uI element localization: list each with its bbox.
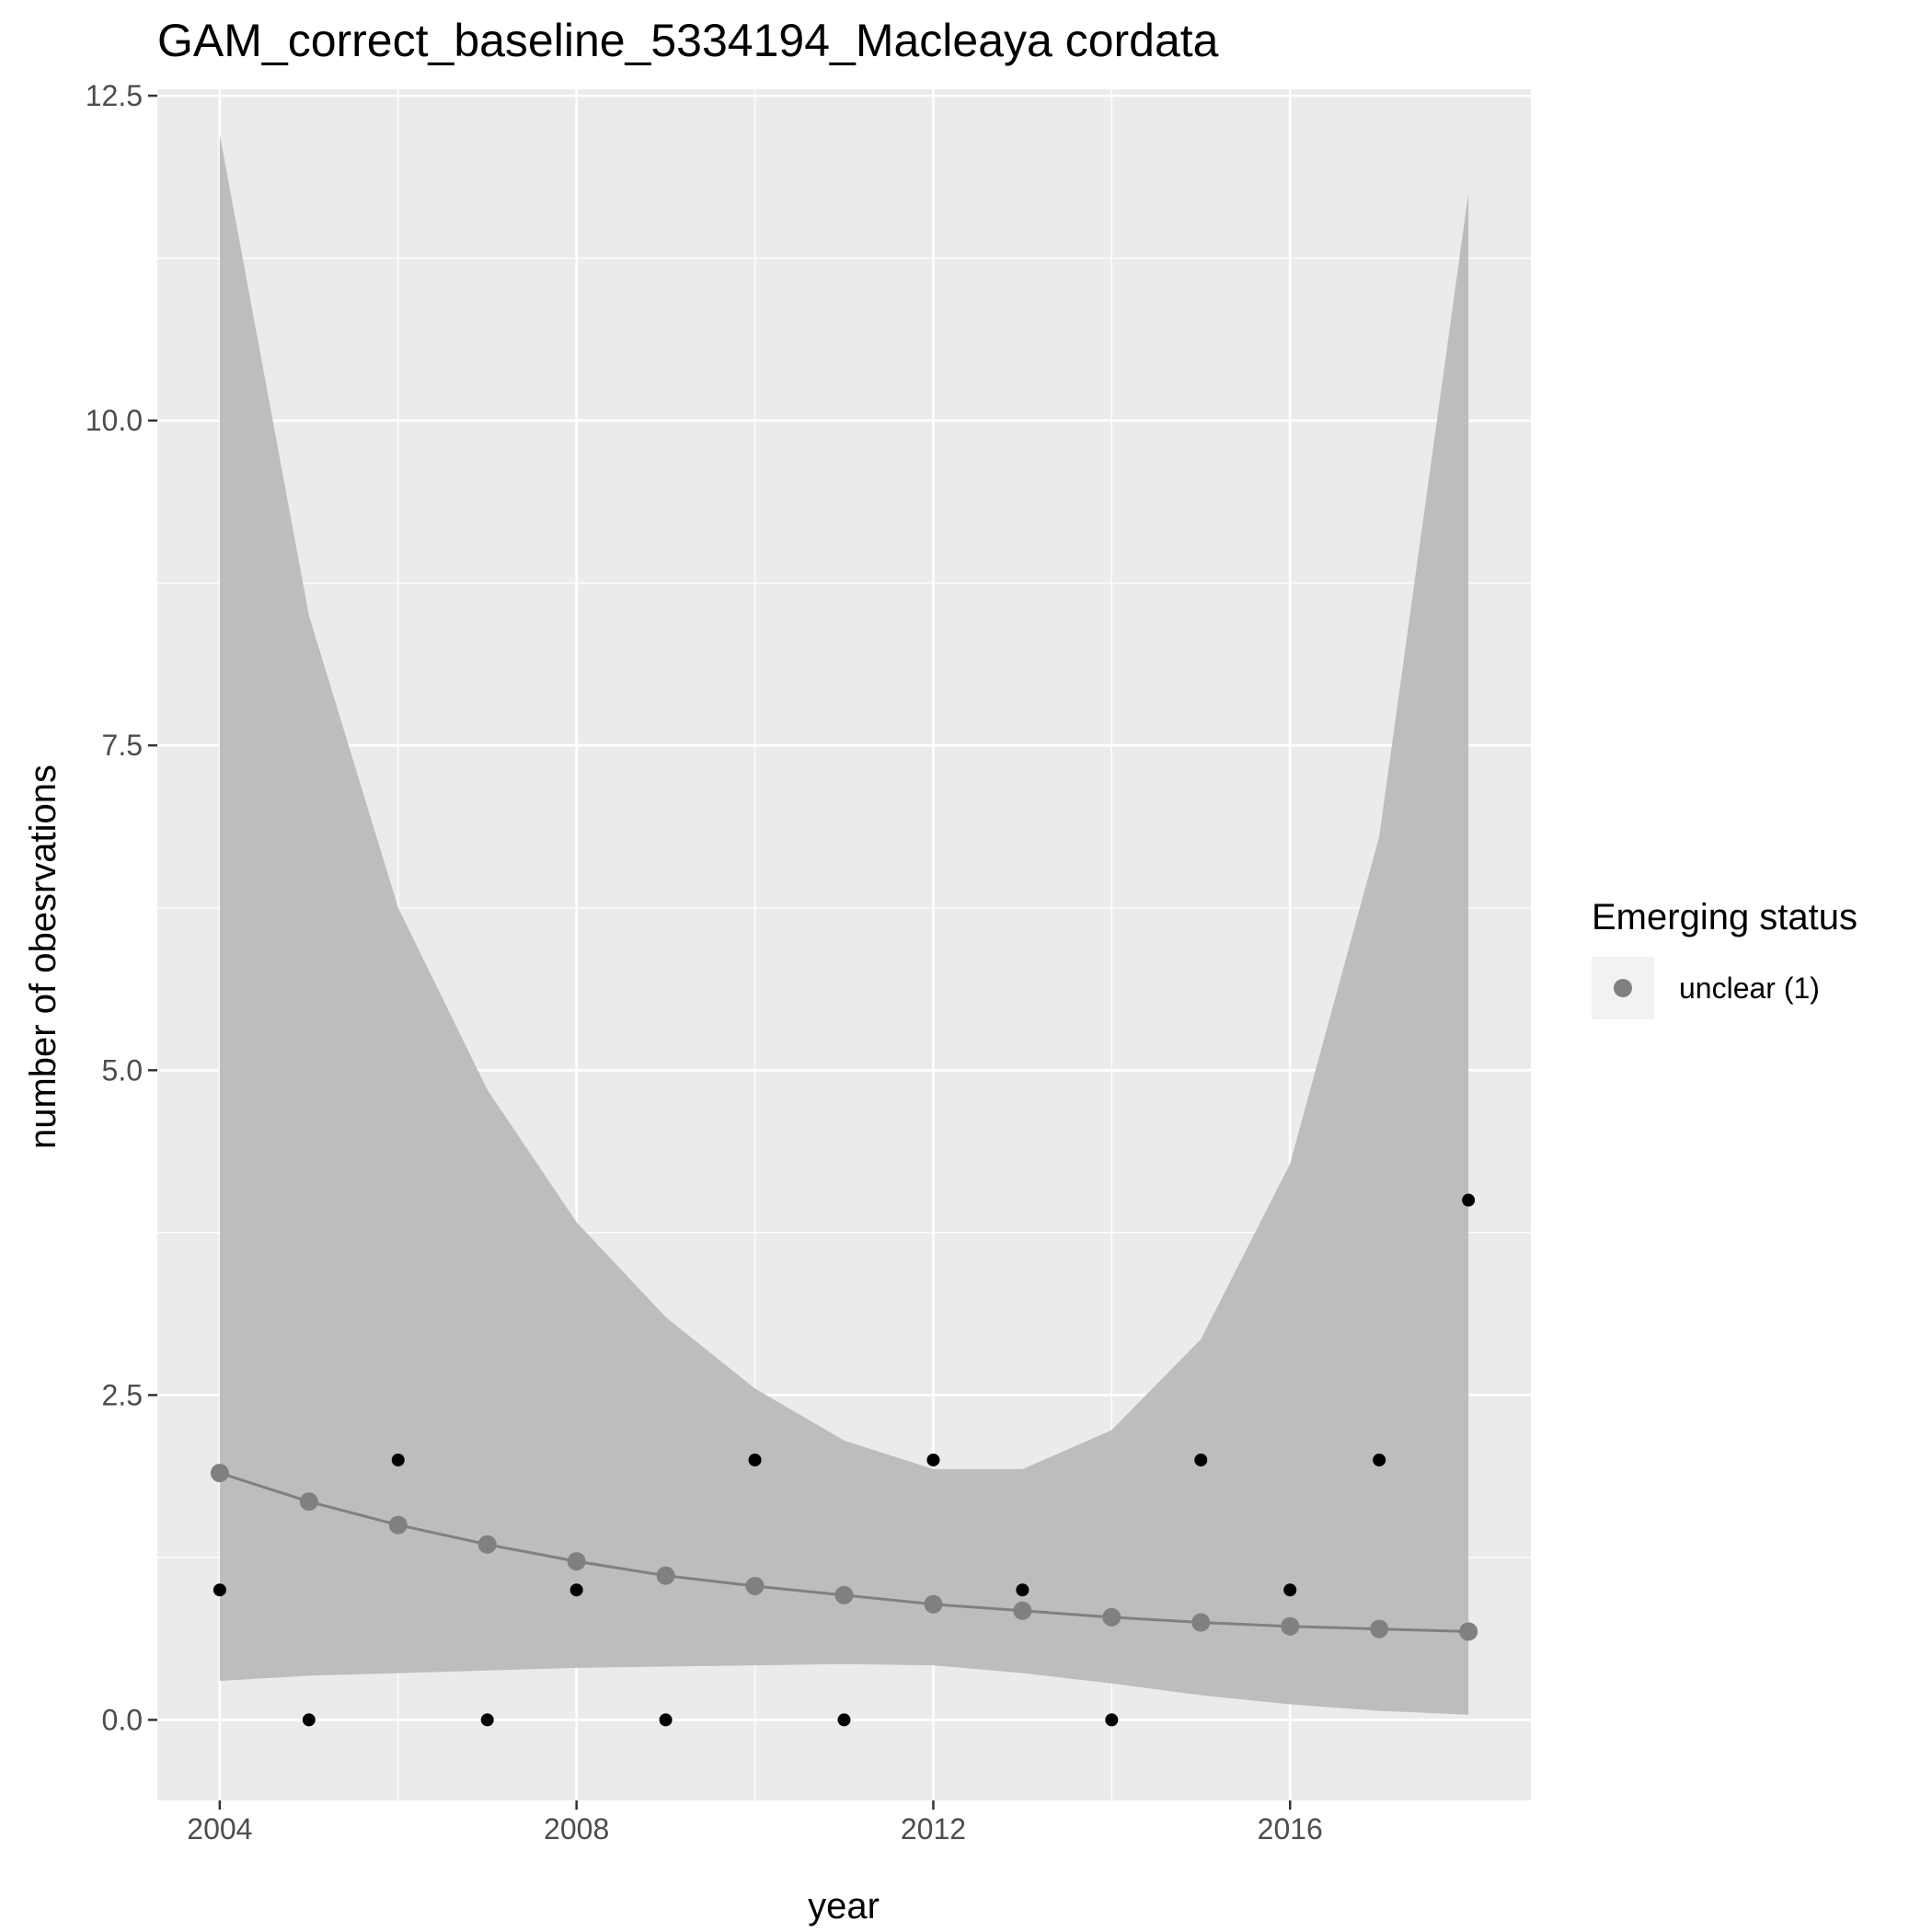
observed-point <box>748 1453 762 1466</box>
fit-point <box>210 1464 229 1483</box>
observed-point <box>659 1713 673 1727</box>
observed-point <box>1105 1713 1119 1727</box>
fit-point <box>834 1585 854 1604</box>
fit-point <box>1191 1613 1211 1632</box>
fit-point <box>1102 1607 1121 1627</box>
fit-point <box>656 1566 675 1585</box>
observed-point <box>213 1583 226 1597</box>
observed-points <box>213 1193 1476 1727</box>
fit-point <box>924 1594 943 1614</box>
observed-point <box>391 1453 405 1466</box>
y-axis-title: number of obesrvations <box>23 765 63 1149</box>
fit-point <box>1013 1601 1032 1620</box>
x-tick-label: 2012 <box>901 1812 966 1846</box>
observed-point <box>302 1713 316 1727</box>
fit-point <box>1370 1619 1389 1639</box>
legend-label: unclear (1) <box>1679 972 1820 1005</box>
fit-point <box>745 1576 765 1595</box>
observed-point <box>1373 1453 1386 1466</box>
y-tick-label: 5.0 <box>102 1053 143 1087</box>
confidence-ribbon <box>219 134 1469 1715</box>
observed-point <box>569 1583 583 1597</box>
observed-point <box>1283 1583 1297 1597</box>
x-tick-label: 2004 <box>187 1812 252 1846</box>
x-axis: 2004 2008 2012 2016 <box>187 1800 1323 1846</box>
fit-point <box>1459 1622 1478 1641</box>
legend: Emerging status unclear (1) <box>1592 897 1857 1019</box>
chart-title: GAM_correct_baseline_5334194_Macleaya co… <box>157 15 1219 66</box>
y-tick-label: 10.0 <box>86 404 143 437</box>
y-axis: 0.0 2.5 5.0 7.5 10.0 12.5 <box>86 79 157 1736</box>
fit-point <box>299 1492 318 1512</box>
fit-point <box>477 1535 497 1554</box>
y-tick-label: 7.5 <box>102 729 143 762</box>
fit-point <box>567 1552 586 1571</box>
x-axis-title: year <box>808 1886 880 1926</box>
fit-point <box>1281 1616 1300 1636</box>
observed-point <box>1016 1583 1029 1597</box>
fit-points <box>210 1464 1478 1641</box>
x-tick-label: 2008 <box>544 1812 609 1846</box>
legend-title: Emerging status <box>1592 897 1857 937</box>
legend-key-point <box>1614 979 1632 997</box>
observed-point <box>1194 1453 1208 1466</box>
fit-point <box>388 1515 408 1535</box>
y-tick-label: 2.5 <box>102 1378 143 1411</box>
observed-point <box>1462 1193 1476 1207</box>
y-tick-label: 0.0 <box>102 1703 143 1736</box>
observed-point <box>926 1453 940 1466</box>
observed-point <box>480 1713 494 1727</box>
observed-point <box>837 1713 851 1727</box>
x-tick-label: 2016 <box>1258 1812 1323 1846</box>
y-tick-label: 12.5 <box>86 79 143 112</box>
